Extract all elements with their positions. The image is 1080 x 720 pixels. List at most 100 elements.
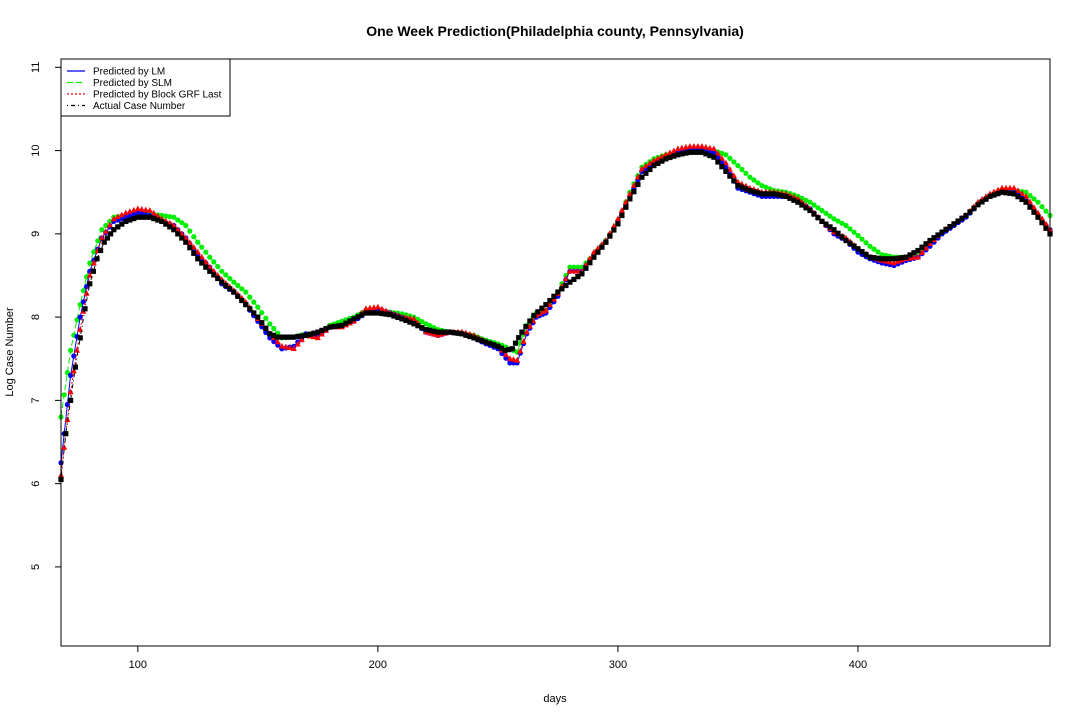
data-point (611, 227, 617, 233)
data-point (607, 233, 613, 239)
data-point (227, 275, 233, 282)
data-point (363, 310, 369, 316)
data-point (179, 235, 185, 241)
data-point (219, 268, 225, 274)
data-point (119, 221, 125, 227)
data-point (659, 158, 665, 164)
data-point (967, 209, 973, 215)
data-point (1015, 194, 1021, 200)
data-point (651, 163, 657, 169)
series-line (60, 150, 1051, 463)
data-point (571, 264, 577, 270)
data-point (395, 314, 401, 320)
data-point (351, 316, 357, 322)
y-tick-label: 10 (30, 144, 42, 156)
data-point (683, 150, 689, 156)
data-point (282, 343, 289, 350)
data-point (495, 343, 501, 349)
data-point (827, 224, 833, 230)
data-point (127, 213, 133, 219)
legend-label: Predicted by Block GRF Last (93, 90, 222, 101)
data-point (739, 184, 745, 190)
data-point (915, 247, 921, 254)
data-point (939, 229, 945, 235)
data-point (187, 228, 193, 234)
data-point (318, 330, 325, 337)
data-point (118, 211, 125, 218)
data-point (255, 314, 261, 320)
data-point (95, 238, 101, 244)
data-point (519, 329, 525, 335)
data-point (231, 279, 237, 285)
data-point (795, 199, 801, 205)
data-point (101, 239, 107, 245)
data-point (843, 237, 849, 244)
data-point (103, 222, 109, 229)
data-point (227, 286, 233, 292)
legend-item: Predicted by LM (67, 67, 165, 78)
data-point (67, 388, 74, 395)
data-point (171, 227, 177, 233)
data-point (167, 214, 173, 220)
data-point (722, 159, 729, 166)
data-point (290, 345, 297, 351)
data-point (451, 330, 457, 336)
data-point (727, 173, 733, 179)
data-point (879, 252, 885, 258)
y-axis-label: Log Case Number (4, 307, 16, 397)
data-point (919, 249, 925, 255)
data-point (635, 181, 641, 187)
data-point (411, 321, 417, 327)
data-point (859, 249, 865, 255)
data-point (142, 206, 149, 213)
data-point (751, 177, 757, 183)
data-point (339, 318, 345, 324)
data-point (931, 235, 937, 241)
data-point (1043, 208, 1049, 214)
data-point (851, 229, 857, 235)
legend-item: Actual Case Number (67, 101, 186, 112)
data-point (119, 216, 125, 222)
data-point (535, 309, 541, 315)
data-point (187, 245, 193, 251)
data-point (207, 254, 213, 260)
data-point (619, 212, 625, 219)
data-point (523, 323, 529, 330)
data-point (487, 340, 493, 347)
data-point (987, 193, 993, 199)
data-point (703, 151, 709, 157)
data-point (1019, 196, 1025, 202)
data-point (403, 317, 409, 323)
series-line (60, 150, 1051, 418)
data-point (1007, 184, 1013, 191)
x-tick-label: 400 (849, 659, 867, 671)
data-point (87, 260, 93, 266)
data-point (999, 184, 1005, 191)
data-point (77, 314, 83, 320)
data-point (87, 281, 93, 287)
data-point (743, 170, 749, 176)
data-point (287, 334, 294, 340)
data-point (159, 218, 165, 224)
data-point (167, 224, 173, 230)
x-axis: 100 200 300 400 (129, 646, 867, 671)
data-point (503, 355, 509, 361)
data-point (146, 207, 153, 213)
data-point (815, 215, 821, 221)
legend-item: Predicted by SLM (67, 78, 172, 89)
data-point (614, 215, 621, 222)
data-point (104, 235, 110, 241)
data-point (875, 255, 881, 261)
data-point (491, 342, 497, 348)
data-point (195, 239, 201, 245)
data-point (727, 155, 733, 161)
data-point (77, 335, 83, 341)
data-point (270, 332, 276, 338)
data-point (831, 216, 837, 222)
data-point (694, 143, 701, 149)
data-point (687, 149, 693, 155)
data-point (811, 211, 817, 217)
data-point (631, 189, 637, 195)
data-point (106, 221, 113, 228)
data-point (68, 347, 74, 353)
